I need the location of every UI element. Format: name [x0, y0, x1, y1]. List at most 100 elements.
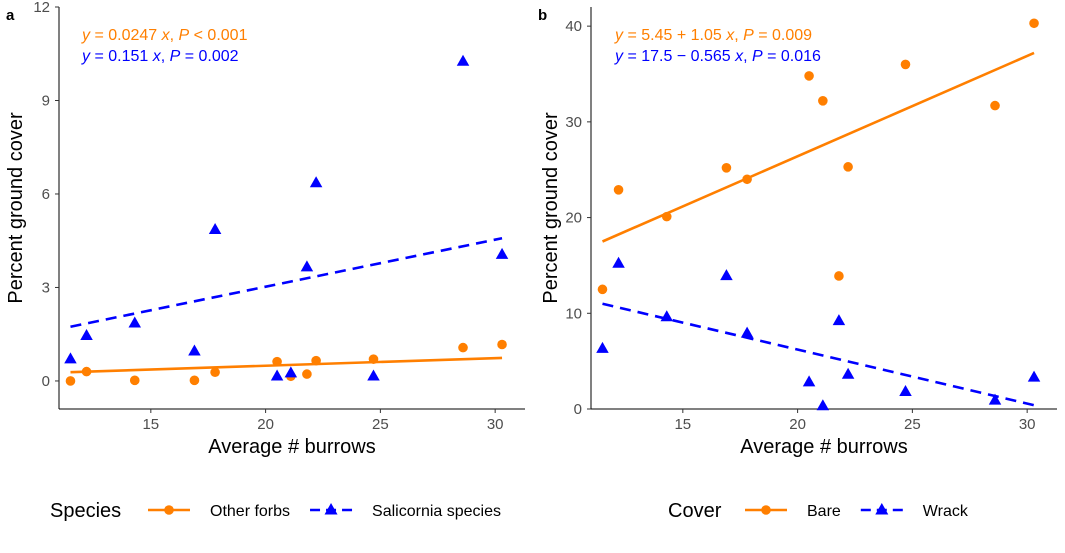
data-point — [804, 71, 814, 81]
data-point — [64, 352, 77, 364]
y-tick-label: 0 — [42, 373, 50, 390]
y-tick-label: 3 — [42, 279, 50, 296]
data-point — [208, 222, 222, 234]
x-tick-label: 20 — [257, 416, 274, 433]
x-tick-label: 15 — [142, 416, 159, 433]
data-point — [497, 339, 507, 350]
data-point — [720, 269, 733, 281]
data-point — [80, 328, 93, 340]
data-point — [841, 367, 855, 379]
equation-part: P — [752, 48, 763, 65]
y-tick-label: 9 — [42, 92, 50, 109]
data-point — [1029, 18, 1039, 29]
equation-part: , — [743, 48, 752, 65]
data-point — [458, 342, 468, 353]
data-point — [189, 375, 200, 386]
x-tick-label: 15 — [674, 416, 691, 433]
y-tick-label: 40 — [565, 18, 582, 35]
equation-part: P — [170, 48, 181, 65]
panel-label-a: a — [6, 7, 15, 24]
y-tick-label: 12 — [33, 0, 50, 16]
x-tick-label: 30 — [1019, 416, 1036, 433]
data-point — [128, 316, 142, 328]
y-tick-label: 6 — [42, 186, 50, 203]
equation-part: , — [170, 27, 179, 44]
equation-part: x — [725, 27, 735, 44]
equation-label: y = 5.45 + 1.05 x, P = 0.009 — [614, 27, 812, 44]
x-tick-label: 20 — [789, 416, 806, 433]
data-point — [302, 369, 312, 379]
data-point — [311, 355, 321, 366]
panel-a: 15 20 25 30 0 3 6 9 12 Average # burrows Percent g… — [5, 0, 525, 458]
data-point — [660, 310, 674, 322]
data-point — [802, 375, 816, 387]
data-point — [612, 256, 625, 268]
data-point — [129, 375, 140, 386]
equation-part: x — [734, 48, 744, 65]
data-point — [456, 54, 470, 66]
data-point — [272, 356, 282, 367]
equation-part: = 0.0247 — [90, 27, 162, 44]
legend-label: Salicornia species — [372, 503, 501, 520]
panel-label-b: b — [538, 7, 547, 24]
legend-label: Bare — [807, 503, 841, 520]
equation-part: = 5.45 + 1.05 — [623, 27, 726, 44]
x-tick-label: 25 — [372, 416, 389, 433]
data-point — [988, 393, 1002, 405]
legend-key-marker — [164, 505, 174, 515]
data-point — [300, 260, 314, 272]
data-point — [270, 369, 284, 381]
legend-key-marker — [761, 505, 771, 515]
data-point — [899, 384, 912, 396]
y-tick-label: 10 — [565, 305, 582, 322]
equation-part: = 0.151 — [90, 48, 153, 65]
data-point — [1027, 370, 1041, 382]
equation-part: y — [614, 48, 624, 65]
x-axis-title: Average # burrows — [208, 436, 376, 458]
data-point — [832, 314, 846, 326]
legend-label: Wrack — [923, 503, 969, 520]
data-point — [834, 271, 844, 281]
data-point — [742, 174, 752, 185]
data-point — [816, 399, 830, 411]
equation-part: y — [81, 27, 91, 44]
data-point — [367, 369, 380, 381]
data-point — [818, 96, 828, 106]
equation-part: = 0.009 — [754, 27, 812, 44]
x-axis-title: Average # burrows — [740, 436, 908, 458]
y-axis-title: Percent ground cover — [540, 112, 562, 304]
equation-part: < 0.001 — [189, 27, 247, 44]
equation-part: , — [161, 48, 170, 65]
y-tick-label: 0 — [574, 401, 582, 418]
y-tick-label: 20 — [565, 210, 582, 227]
equation-part: y — [81, 48, 91, 65]
equation-label: y = 0.151 x, P = 0.002 — [81, 48, 239, 65]
data-point — [721, 163, 732, 173]
equation-part: = 0.016 — [763, 48, 821, 65]
equation-part: x — [161, 27, 171, 44]
data-point — [210, 367, 220, 378]
data-point — [284, 366, 298, 378]
data-point — [188, 344, 201, 356]
fit-line — [70, 236, 503, 329]
data-point — [597, 284, 608, 295]
equation-part: P — [743, 27, 754, 44]
data-point — [495, 247, 509, 259]
equation-part: x — [152, 48, 162, 65]
fit-line — [602, 302, 1035, 407]
data-point — [309, 176, 323, 188]
x-tick-label: 25 — [904, 416, 921, 433]
y-axis-title: Percent ground cover — [5, 112, 27, 304]
data-point — [65, 376, 76, 386]
fit-line — [70, 356, 503, 374]
data-point — [900, 59, 911, 70]
equation-label: y = 17.5 − 0.565 x, P = 0.016 — [614, 48, 821, 65]
equation-part: = 0.002 — [180, 48, 238, 65]
data-point — [596, 341, 609, 353]
legend-key-marker — [324, 503, 338, 515]
data-point — [81, 366, 92, 377]
equation-part: , — [734, 27, 743, 44]
legend-title: Species — [50, 500, 121, 522]
data-point — [843, 162, 853, 172]
